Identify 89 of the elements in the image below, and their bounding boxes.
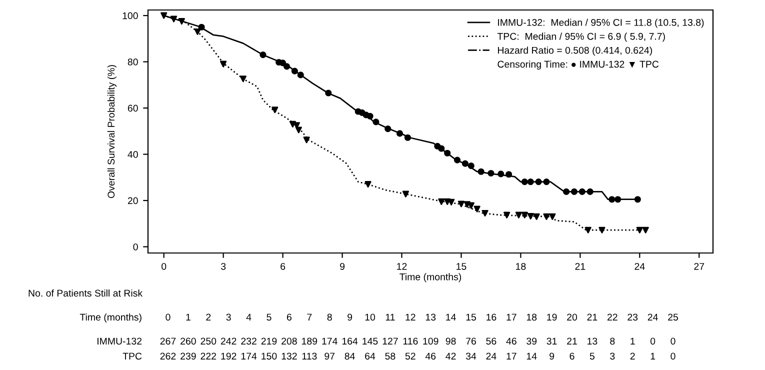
point [438,145,445,152]
text: TPC [122,352,142,360]
point [240,76,246,82]
point [563,188,570,196]
text: IMMU-132 [98,338,142,345]
point [636,226,643,234]
point [462,160,468,167]
point [220,60,227,68]
y-tick-label: 80 [128,58,138,66]
point [402,190,410,198]
text: Time (months) [80,313,142,323]
point [488,170,494,177]
point [272,106,278,114]
y-tick-label: 100 [122,12,138,20]
annotation: Censoring Time: ● IMMU-132 ▼ TPC [498,60,659,70]
x-tick-label: 0 [162,262,166,270]
point [608,196,616,203]
point [444,150,451,156]
point [482,210,488,217]
x-tick-label: 3 [221,262,226,270]
point [198,24,205,30]
point [498,170,504,178]
point [194,28,201,36]
x-tick-label: 6 [280,262,286,270]
y-tick-label: 60 [128,104,138,112]
text: 0 1 2 3 4 5 6 7 8 9 10 11 12 13 14 15 16 17 18 19 20 21 22 23 24 25 [166,314,678,321]
point [543,213,550,220]
point [474,206,480,212]
point [325,90,332,96]
point [584,226,592,234]
point [372,118,380,126]
point [160,12,168,19]
point [178,18,185,25]
point [404,134,411,141]
text: 267 260 250 242 232 219 208 189 174 164 145 127 116 109 98 76 56 46 39 31 21 13 8 1 0 0 [160,338,676,345]
point [280,60,286,66]
point [504,212,510,218]
point [570,188,578,196]
point [515,212,522,218]
point [521,178,528,186]
x-tick-label: 18 [516,262,526,270]
point [291,68,298,74]
point [448,198,455,206]
point [303,136,310,144]
x-axis-title: Time (months) [400,273,462,282]
point [468,202,474,209]
x-tick-label: 24 [634,262,645,270]
point [454,156,461,164]
point [297,72,304,78]
point [478,168,484,175]
point [468,162,474,170]
point [533,213,540,220]
point [170,16,178,22]
legend-label: TPC: Median / 95% CI = 6.9 ( 5.9, 7.7) [497,32,665,42]
x-tick-label: 12 [397,262,407,270]
point [260,52,266,58]
point [527,212,534,220]
text: 262 239 222 192 174 150 132 113 97 84 64 58 52 46 42 34 24 17 14 9 6 5 3 2 1 0 [160,352,676,360]
point [543,178,550,186]
x-tick-label: 9 [340,262,345,270]
point [295,126,302,134]
legend-label: IMMU-132: Median / 95% CI = 11.8 (10.5, 13.8) [498,18,704,28]
annotation: Hazard Ratio = 0.508 (0.414, 0.624) [498,46,652,56]
x-tick-label: 27 [694,262,704,270]
point [642,226,649,234]
point [535,178,542,186]
point [586,188,594,196]
point [598,226,606,234]
y-tick-label: 20 [128,197,138,204]
y-axis-title: Overall Survival Probability (%) [107,65,117,198]
point [384,126,392,132]
point [364,181,372,188]
point [521,212,528,218]
y-tick-label: 0 [133,243,138,250]
point [366,112,374,120]
point [396,130,404,137]
x-tick-label: 15 [456,263,466,270]
point [506,171,512,178]
point [527,178,534,186]
point [578,188,586,196]
x-tick-label: 21 [575,262,586,270]
point [458,200,465,208]
point [283,63,290,70]
point [634,196,641,203]
text: No. of Patients Still at Risk [28,289,143,297]
point [614,196,622,203]
point [438,198,445,205]
point [549,213,556,220]
y-tick-label: 40 [128,151,138,158]
